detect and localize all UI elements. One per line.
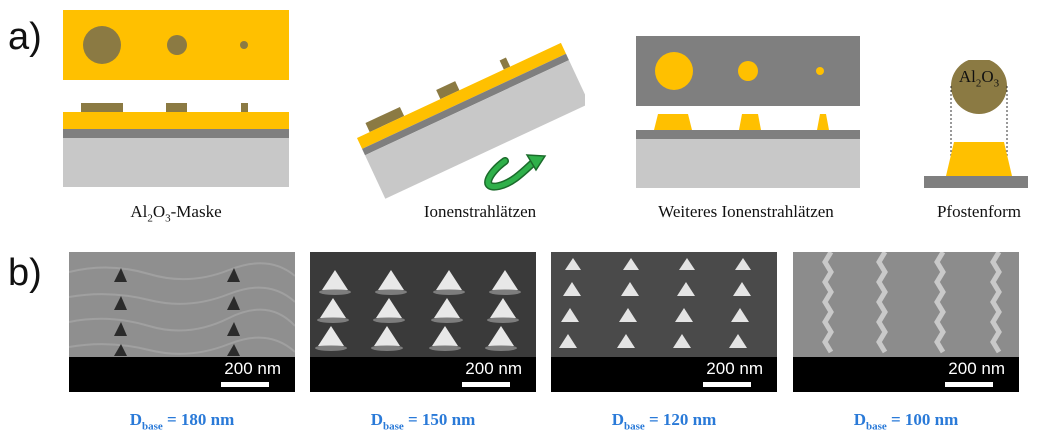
sem-image-120: 200 nm <box>551 252 777 392</box>
mask-block-medium <box>166 103 187 112</box>
inset-alumina-label: Al2O3 <box>949 67 1009 89</box>
step3-schematic <box>636 36 860 188</box>
caption-step1-sub3: 3 <box>165 212 171 225</box>
step1-schematic <box>63 10 289 187</box>
scalebar-panel: 200 nm <box>551 357 777 392</box>
dark-layer <box>63 129 289 138</box>
tilted-mask-medium <box>436 81 460 100</box>
scale-bar <box>945 382 993 387</box>
diameter-label-100: Dbase = 100 nm <box>793 410 1019 432</box>
tilted-mask-large <box>365 106 405 133</box>
d-value: = 150 nm <box>403 410 476 429</box>
caption-step1-al: Al <box>130 202 148 221</box>
post-large <box>654 114 692 130</box>
caption-step4: Pfostenform <box>936 202 1022 221</box>
d-subscript: base <box>623 420 645 433</box>
mask-block-small <box>241 103 248 112</box>
d-value: = 100 nm <box>886 410 959 429</box>
post-profile <box>946 142 1012 176</box>
d-subscript: base <box>865 420 887 433</box>
mask-dot-large <box>83 26 121 64</box>
inset-label-o: O <box>981 67 994 86</box>
gold-layer <box>63 112 289 129</box>
scalebar-panel: 200 nm <box>69 357 295 392</box>
tilted-mask-small <box>499 57 511 70</box>
sem-image-180: 200 nm <box>69 252 295 392</box>
d-symbol: D <box>611 410 624 429</box>
d-subscript: base <box>382 420 404 433</box>
tilted-substrate <box>365 60 585 199</box>
step3-substrate <box>636 139 860 188</box>
scale-label: 200 nm <box>465 359 522 378</box>
panel-b-label: b) <box>8 252 42 294</box>
diameter-label-180: Dbase = 180 nm <box>69 410 295 432</box>
scalebar-panel: 200 nm <box>793 357 1019 392</box>
d-value: = 180 nm <box>162 410 235 429</box>
post-dot-medium <box>738 61 758 81</box>
step4-base-layer <box>924 176 1028 188</box>
post-small <box>817 114 829 130</box>
mask-block-large <box>81 103 123 112</box>
scale-bar <box>221 382 269 387</box>
step2-schematic <box>357 42 585 199</box>
tilted-gold-layer <box>357 42 566 149</box>
caption-step2: Ionenstrahlätzen <box>423 202 537 221</box>
d-symbol: D <box>370 410 383 429</box>
post-dot-small <box>816 67 824 75</box>
inset-label-sub2: 2 <box>975 77 982 90</box>
caption-step1-sub2: 2 <box>147 212 153 225</box>
scale-label: 200 nm <box>224 359 281 378</box>
sem-image-100: 200 nm <box>793 252 1019 392</box>
rotation-arrowhead-icon <box>525 154 547 172</box>
panel-a-label: a) <box>8 16 42 58</box>
substrate <box>63 138 289 187</box>
scale-bar <box>462 382 510 387</box>
sem-image-150: 200 nm <box>310 252 536 392</box>
tilted-dark-layer <box>362 53 569 156</box>
scalebar-panel: 200 nm <box>310 357 536 392</box>
inset-label-al: Al <box>958 67 976 86</box>
caption-step1-suffix: -Maske <box>170 202 222 221</box>
scale-label: 200 nm <box>948 359 1005 378</box>
step3-dark-layer <box>636 130 860 139</box>
post-dot-large <box>655 52 693 90</box>
mask-dot-small <box>240 41 248 49</box>
step4-schematic <box>924 60 1028 188</box>
d-symbol: D <box>853 410 866 429</box>
d-value: = 120 nm <box>644 410 717 429</box>
caption-step1: Al2O3-Maske <box>60 202 292 224</box>
mask-dot-medium <box>167 35 187 55</box>
scale-label: 200 nm <box>706 359 763 378</box>
caption-step1-o: O <box>152 202 166 221</box>
d-symbol: D <box>129 410 142 429</box>
alumina-disk <box>951 60 1007 114</box>
d-subscript: base <box>141 420 163 433</box>
post-medium <box>739 114 761 130</box>
diameter-label-150: Dbase = 150 nm <box>310 410 536 432</box>
scale-bar <box>703 382 751 387</box>
inset-label-sub3: 3 <box>993 77 1000 90</box>
diameter-label-120: Dbase = 120 nm <box>551 410 777 432</box>
caption-step3: Weiteres Ionenstrahlätzen <box>658 202 834 221</box>
